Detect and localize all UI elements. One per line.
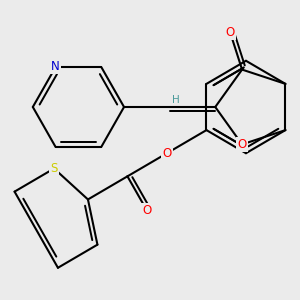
Text: O: O	[237, 138, 247, 151]
Text: O: O	[162, 147, 172, 160]
Text: N: N	[51, 61, 60, 74]
Text: O: O	[226, 26, 235, 39]
Text: S: S	[50, 162, 58, 175]
Text: O: O	[142, 204, 152, 217]
Text: H: H	[172, 94, 179, 105]
